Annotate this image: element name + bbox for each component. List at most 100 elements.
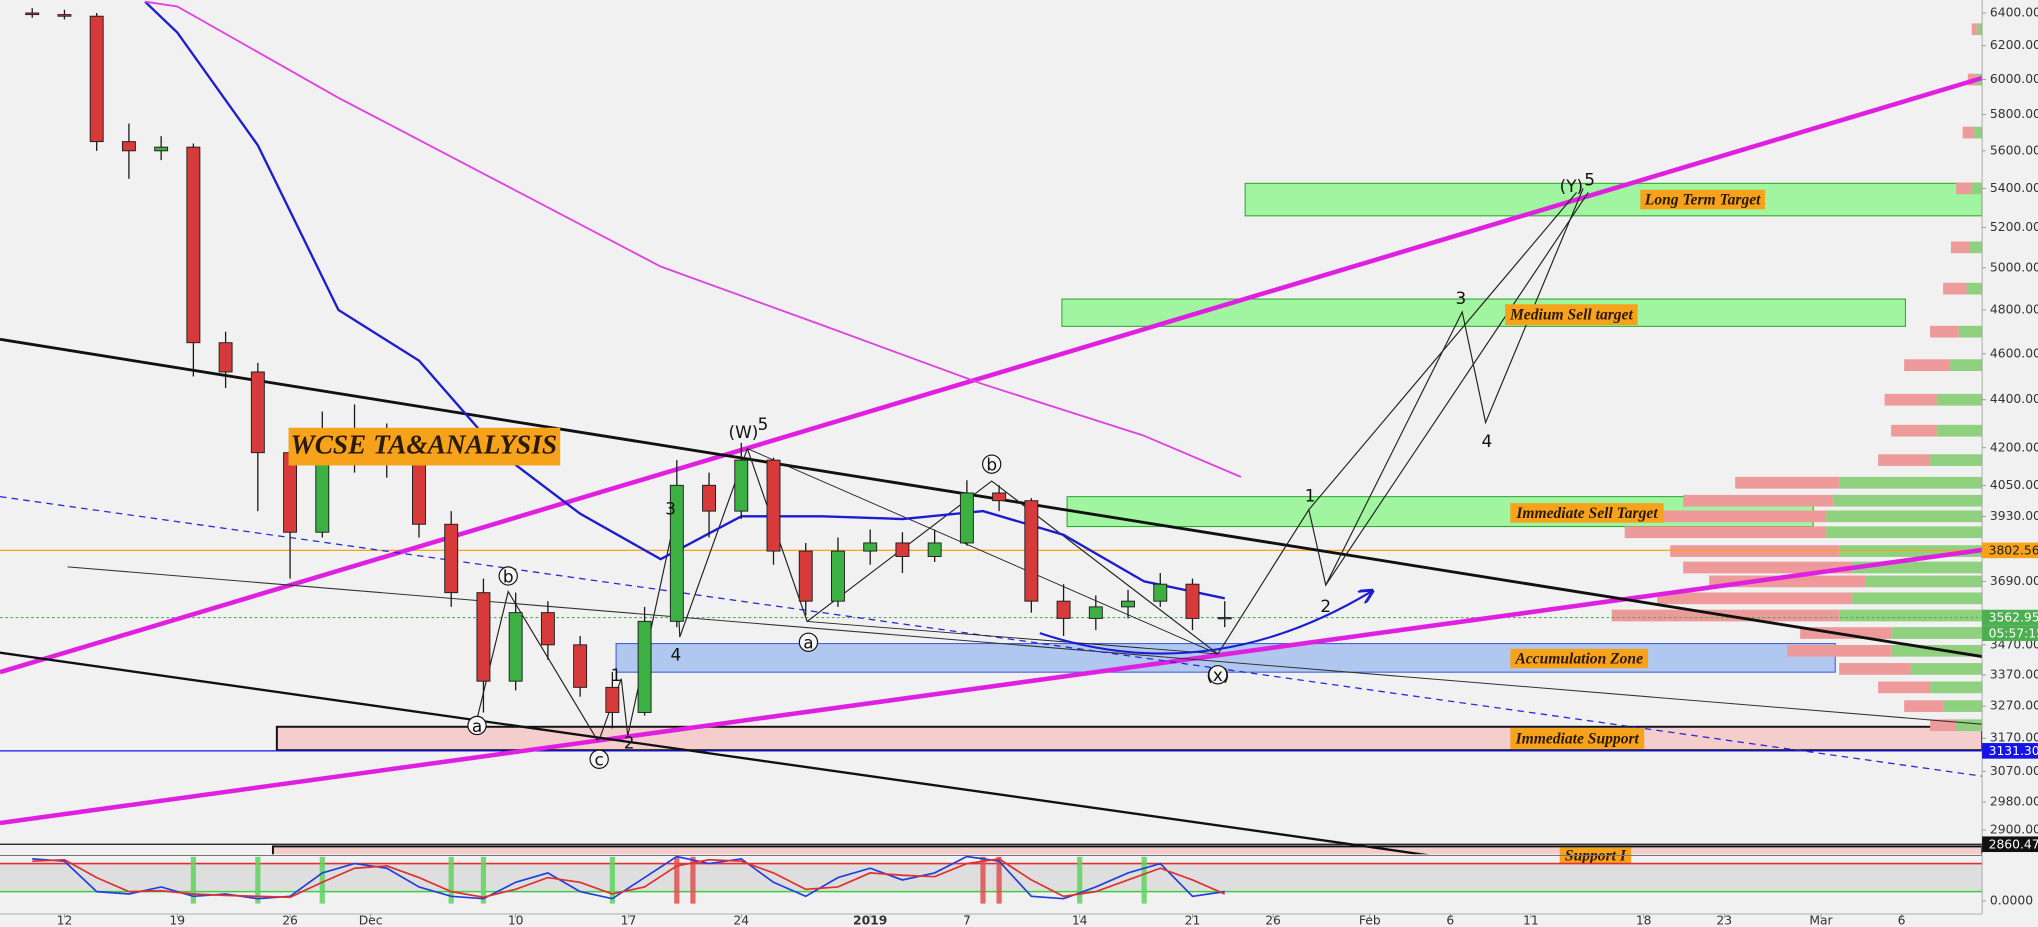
x-tick-label: 23 [1716,914,1732,927]
x-tick-label: 24 [733,914,749,927]
x-tick-label: 21 [1185,914,1201,927]
wave-circle [798,632,819,652]
profile-sell [1943,282,1967,295]
candle-body [444,523,459,594]
candle-body [476,592,491,682]
osc-y-tick-label: 0.0000 [1990,893,2033,907]
profile-buy [1969,241,1983,254]
wave-circle [467,715,487,736]
projection-line [1325,192,1589,586]
y-tick-label: 5000.00 [1990,260,2038,274]
buy-signal [480,856,487,904]
candle-body [1153,583,1168,602]
y-tick-label: 6400.00 [1990,5,2038,19]
y-tick-label: 2900.00 [1990,823,2038,837]
profile-sell [1878,681,1931,694]
candle-body [1088,606,1103,619]
wave-label: b [503,566,514,586]
profile-buy [1910,663,1983,675]
price-marker-label: 2860.47 [1989,837,2038,851]
profile-sell [1735,476,1840,489]
countdown-box [1982,625,2038,641]
zone-label-box [1640,189,1766,210]
profile-buy [1891,627,1983,639]
y-tick-label: 4200.00 [1990,440,2038,454]
buy-signal [609,856,615,904]
chart-title: WCSE TA&ANALYSIS [290,430,557,460]
oscillator-band [0,863,1983,892]
trend-line [0,75,1983,675]
candle-body [831,550,845,602]
profile-buy [1839,609,1983,622]
sell-signal [674,856,680,904]
sell-signal [690,856,696,904]
profile-sell [1878,454,1931,466]
candle-body [992,492,1007,502]
zone-label-box [1510,648,1649,669]
wave-line [747,448,1219,655]
y-tick-label: 6200.00 [1990,38,2038,52]
wave-line [807,621,1218,655]
profile-buy [1826,510,1983,523]
profile-sell [1950,241,1970,254]
candle-body [121,141,136,152]
price-marker-box [1982,542,2038,559]
zone-label: Immediate Support [1515,730,1640,747]
buy-signal [255,856,261,904]
y-tick-label: 3270.00 [1990,699,2038,713]
candle-body [669,484,684,622]
wave-circle [589,749,609,769]
candle-body [1024,500,1039,602]
buy-signal [190,856,196,904]
candle-body [863,542,878,552]
profile-sell [1904,359,1950,371]
profile-buy [1930,681,1983,694]
profile-sell [1956,182,1972,195]
projection-line [1217,188,1584,655]
trend-line [0,496,1983,777]
x-tick-label: 17 [621,914,637,927]
wave-label: 3 [665,499,676,519]
profile-sell [1962,126,1975,139]
trend-line [0,337,1983,658]
candle-body [702,484,717,512]
price-marker-label: 3562.95 [1989,611,2038,625]
profile-sell [1670,545,1840,557]
price-marker-box [1982,836,2038,853]
profile-buy [1852,561,1983,574]
candle-body [895,542,910,557]
y-tick-label: 3930.00 [1990,509,2038,523]
oscillator-line [32,857,1226,899]
zone-label-box [1510,728,1645,749]
candle-body [573,644,588,688]
y-tick-label: 6000.00 [1990,72,2038,86]
wave-label: 5 [1584,170,1595,190]
trend-line [0,547,1983,826]
candle-body [1056,600,1071,619]
wave-circle [498,566,518,586]
profile-sell [1930,325,1959,338]
zone-label: Immediate Sell Target [1515,505,1658,522]
profile-buy [1839,476,1983,489]
candle-body [927,542,942,557]
wave-label: 3 [1456,288,1467,308]
profile-sell [1800,627,1892,639]
countdown: 05:57:15 [1989,626,2038,640]
x-tick-label: 11 [1523,914,1539,927]
profile-buy [1958,325,1983,338]
buy-signal [1141,856,1147,904]
candles [25,8,1232,729]
candle-body [1185,583,1200,619]
candle-body [959,492,974,544]
profile-buy [1865,575,1983,588]
profile-buy [1936,424,1983,437]
wave-label: a [472,716,482,736]
x-tick-label: Feb [1359,914,1381,927]
candle-body [1121,600,1135,608]
candle-body [154,146,169,152]
y-tick-label: 3170.00 [1990,731,2038,745]
wave-label: b [986,454,997,474]
x-tick-label: Mar [1809,914,1833,927]
moving-average [144,0,1242,478]
y-tick-label: 4050.00 [1990,478,2038,492]
